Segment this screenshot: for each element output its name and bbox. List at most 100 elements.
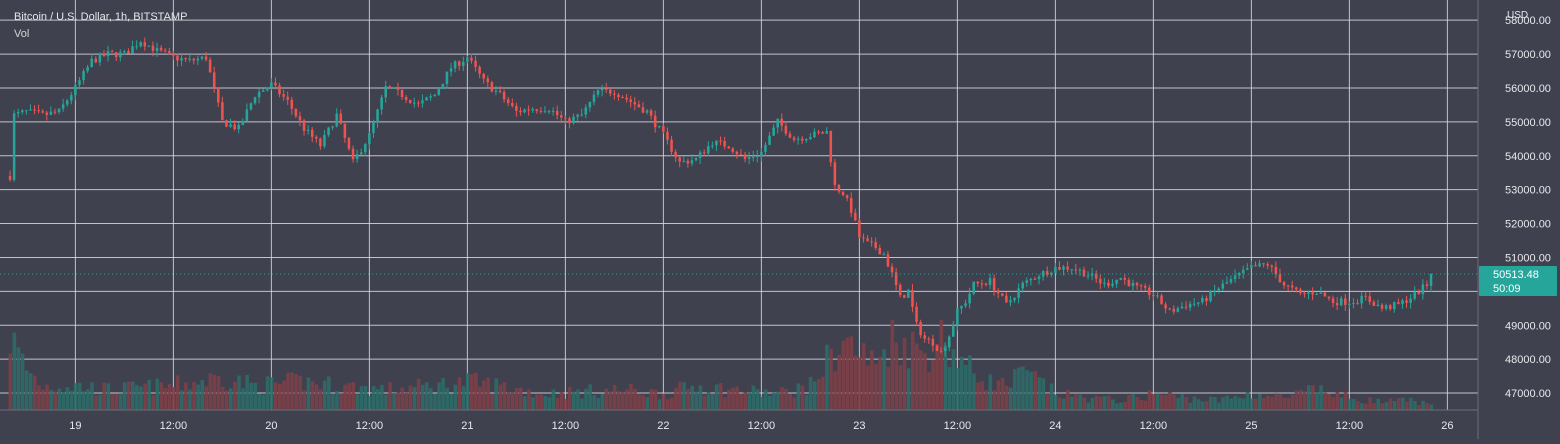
volume-bar <box>41 389 45 410</box>
volume-bar <box>849 336 854 410</box>
volume-bar <box>1249 398 1254 410</box>
candle-body <box>453 61 457 69</box>
candle-body <box>678 157 681 162</box>
time-axis[interactable]: 19 12:00 20 12:00 21 12:00 22 12:00 23 12:00 24 12:… <box>0 409 1478 432</box>
candle-body <box>16 112 20 114</box>
time-tick-label: 25 <box>1245 420 1257 432</box>
volume-bar <box>857 357 862 410</box>
candle-body <box>302 120 306 131</box>
volume-bar <box>384 394 388 410</box>
volume-bar <box>208 373 213 410</box>
candle-body <box>829 131 833 163</box>
candle-body <box>37 110 40 112</box>
volume-bar <box>363 385 368 410</box>
candle-body <box>241 120 245 125</box>
volume-bar <box>1102 395 1107 410</box>
volume-bar <box>306 377 311 410</box>
candle-body <box>417 102 420 104</box>
volume-bar <box>1315 392 1319 410</box>
volume-bar <box>257 393 262 410</box>
volume-bar <box>833 371 837 410</box>
candle-body <box>1025 280 1029 283</box>
candle-body <box>474 60 477 67</box>
candle-body <box>457 61 461 67</box>
volume-bar <box>1180 394 1184 410</box>
candle-body <box>988 278 992 285</box>
candle-body <box>1192 303 1196 305</box>
candle-body <box>604 88 608 90</box>
candle-body <box>764 144 767 152</box>
grid-lines <box>0 0 1478 410</box>
volume-bar <box>12 332 17 410</box>
volume-bar <box>482 380 486 410</box>
candle-body <box>1262 263 1265 265</box>
volume-bar <box>1343 391 1348 410</box>
volume-indicator-label[interactable]: Vol <box>14 28 30 40</box>
candle-body <box>441 83 445 90</box>
candle-body <box>1033 278 1037 280</box>
volume-bar <box>706 392 711 410</box>
candle-body <box>462 61 465 67</box>
price-tick-label: 57000.00 <box>1505 49 1551 61</box>
candle-body <box>65 100 69 105</box>
candle-body <box>1421 284 1425 295</box>
candle-body <box>768 135 771 145</box>
candle-body <box>388 86 392 89</box>
volume-bar <box>20 353 25 410</box>
volume-bar <box>457 377 462 410</box>
volume-bar <box>1245 392 1250 410</box>
candle-body <box>351 148 355 160</box>
volume-bar <box>37 385 41 410</box>
candle-body <box>1405 300 1408 303</box>
price-axis[interactable]: 47000.0048000.0049000.0050000.0051000.00… <box>1477 0 1557 439</box>
candle-body <box>662 126 665 132</box>
volume-bar <box>453 384 458 410</box>
candle-body <box>596 90 600 95</box>
volume-bar <box>1082 397 1086 410</box>
volume-bar <box>147 379 151 410</box>
time-tick-label: 12:00 <box>160 420 188 432</box>
volume-bar <box>780 387 784 410</box>
volume-bar <box>1045 393 1050 410</box>
volume-bar <box>1078 394 1082 410</box>
candle-body <box>1176 308 1180 312</box>
currency-label: USD <box>1507 10 1529 21</box>
volume-bar <box>988 374 993 410</box>
candle-body <box>359 152 363 155</box>
volume-bar <box>163 387 168 410</box>
volume-bar <box>196 384 200 410</box>
candle-body <box>1054 266 1057 273</box>
candle-body <box>1070 269 1073 271</box>
candle-body <box>143 42 147 47</box>
candle-body <box>1164 304 1167 309</box>
candle-body <box>792 137 796 140</box>
bar-countdown-label: 50:09 <box>1493 283 1521 295</box>
volume-bar <box>1184 396 1189 410</box>
volume-bar <box>719 383 723 410</box>
price-tick-label: 51000.00 <box>1505 252 1551 264</box>
volume-bar <box>927 372 931 410</box>
volume-bar <box>1425 403 1429 410</box>
candle-body <box>110 51 114 53</box>
volume-bar <box>621 391 625 410</box>
volume-bar <box>612 384 617 410</box>
symbol-title[interactable]: Bitcoin / U.S. Dollar, 1h, BITSTAMP <box>14 11 188 23</box>
candle-body <box>343 123 347 138</box>
candle-body <box>106 51 110 57</box>
volume-bar <box>768 395 772 410</box>
candle-body <box>743 154 747 159</box>
candle-body <box>372 122 375 134</box>
volume-bar <box>1253 398 1258 410</box>
volume-bar <box>1213 396 1217 410</box>
candle-body <box>196 58 200 61</box>
candle-body <box>1058 266 1061 270</box>
candle-body <box>310 129 314 137</box>
time-tick-label: 12:00 <box>944 420 972 432</box>
candle-body <box>384 86 387 98</box>
candle-body <box>12 113 16 180</box>
volume-bar <box>1307 385 1311 410</box>
candle-body <box>1123 278 1127 280</box>
candle-body <box>964 303 967 306</box>
